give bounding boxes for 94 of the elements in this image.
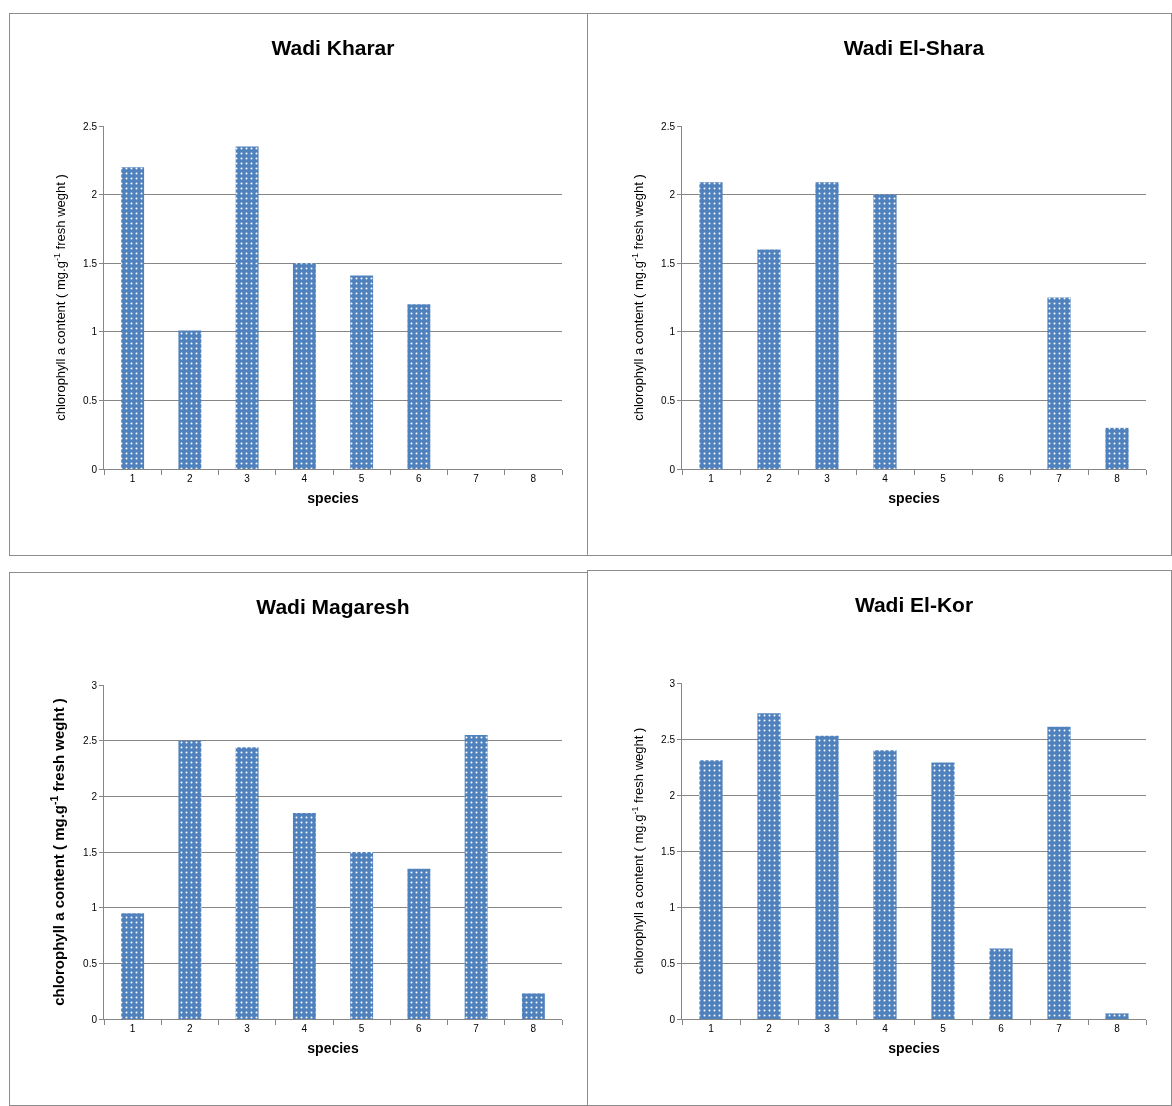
bar	[407, 868, 431, 1019]
bar	[464, 735, 488, 1019]
bar	[873, 194, 897, 469]
bar	[178, 740, 202, 1019]
bar	[699, 760, 723, 1019]
chart-title: Wadi Magaresh	[256, 595, 410, 619]
y-tick-label: 0.5	[661, 394, 676, 406]
y-tick-label: 1.5	[661, 845, 676, 857]
x-tick-label: 8	[1114, 1023, 1121, 1034]
bar	[292, 263, 316, 469]
y-tick-label: 2.5	[661, 120, 676, 132]
y-tick-label: 2.5	[83, 735, 98, 747]
x-tick-label: 1	[129, 473, 136, 484]
bar	[1105, 427, 1129, 469]
x-tick-label: 8	[1114, 473, 1121, 484]
bar	[1047, 726, 1071, 1019]
x-tick-label: 1	[129, 1023, 136, 1034]
bar	[350, 275, 374, 469]
y-tick-label: 1.5	[83, 257, 98, 269]
y-tick-label: 0.5	[83, 957, 98, 969]
y-tick-label: 1	[669, 901, 676, 913]
y-tick-label: 1	[669, 326, 676, 338]
x-tick-label: 4	[882, 1023, 889, 1034]
x-tick-label: 2	[766, 473, 773, 484]
x-tick-label: 3	[244, 1023, 251, 1034]
bar	[121, 913, 145, 1019]
bar	[699, 182, 723, 469]
bar	[521, 993, 545, 1019]
y-tick-label: 1	[91, 326, 98, 338]
bar	[1047, 297, 1071, 469]
x-tick-label: 6	[998, 473, 1005, 484]
x-axis-title: species	[307, 1040, 359, 1057]
y-tick-label: 1.5	[83, 846, 98, 858]
y-tick-label: 2	[669, 189, 676, 201]
chart-title: Wadi El-Shara	[843, 36, 985, 60]
y-tick-label: 0	[669, 463, 676, 475]
y-tick-label: 1.5	[661, 257, 676, 269]
bar	[292, 813, 316, 1019]
x-tick-label: 4	[882, 473, 889, 484]
bar	[178, 330, 202, 469]
x-tick-label: 7	[473, 473, 480, 484]
bar	[931, 762, 955, 1019]
y-tick-label: 2.5	[83, 120, 98, 132]
x-axis-title: species	[888, 1040, 940, 1057]
x-tick-label: 7	[1056, 1023, 1063, 1034]
bar	[815, 735, 839, 1019]
x-tick-label: 2	[187, 1023, 194, 1034]
bar	[757, 249, 781, 469]
x-tick-label: 5	[358, 1023, 365, 1034]
y-tick-label: 1	[91, 902, 98, 914]
x-tick-label: 2	[187, 473, 194, 484]
x-tick-label: 4	[301, 473, 308, 484]
x-tick-label: 5	[940, 1023, 947, 1034]
bar	[235, 146, 259, 469]
bar	[350, 852, 374, 1019]
chart-title: Wadi El-Kor	[854, 593, 974, 617]
y-tick-label: 0	[91, 1013, 98, 1025]
bar	[1105, 1013, 1129, 1019]
y-tick-label: 0	[669, 1013, 676, 1025]
x-tick-label: 8	[530, 473, 537, 484]
x-tick-label: 1	[708, 473, 715, 484]
y-tick-label: 2	[91, 189, 98, 201]
x-tick-label: 5	[940, 473, 947, 484]
bar	[235, 747, 259, 1019]
bar	[407, 304, 431, 469]
x-tick-label: 1	[708, 1023, 715, 1034]
x-tick-label: 7	[1056, 473, 1063, 484]
bar	[873, 750, 897, 1019]
y-tick-label: 0	[91, 463, 98, 475]
y-tick-label: 2	[669, 789, 676, 801]
x-tick-label: 6	[998, 1023, 1005, 1034]
y-tick-label: 0.5	[661, 957, 676, 969]
y-tick-label: 2.5	[661, 733, 676, 745]
x-axis-title: species	[307, 490, 359, 507]
bar	[121, 167, 145, 469]
x-tick-label: 3	[824, 1023, 831, 1034]
x-tick-label: 3	[824, 473, 831, 484]
x-tick-label: 4	[301, 1023, 308, 1034]
y-tick-label: 2	[91, 790, 98, 802]
x-tick-label: 3	[244, 473, 251, 484]
bar	[989, 948, 1013, 1019]
y-tick-label: 3	[669, 677, 676, 689]
x-tick-label: 6	[416, 1023, 423, 1034]
x-tick-label: 2	[766, 1023, 773, 1034]
y-tick-label: 0.5	[83, 394, 98, 406]
x-tick-label: 8	[530, 1023, 537, 1034]
bar	[815, 182, 839, 469]
bar	[757, 713, 781, 1019]
x-tick-label: 6	[416, 473, 423, 484]
y-tick-label: 3	[91, 679, 98, 691]
chart-title: Wadi Kharar	[271, 36, 395, 60]
x-tick-label: 5	[358, 473, 365, 484]
x-axis-title: species	[888, 490, 940, 507]
x-tick-label: 7	[473, 1023, 480, 1034]
